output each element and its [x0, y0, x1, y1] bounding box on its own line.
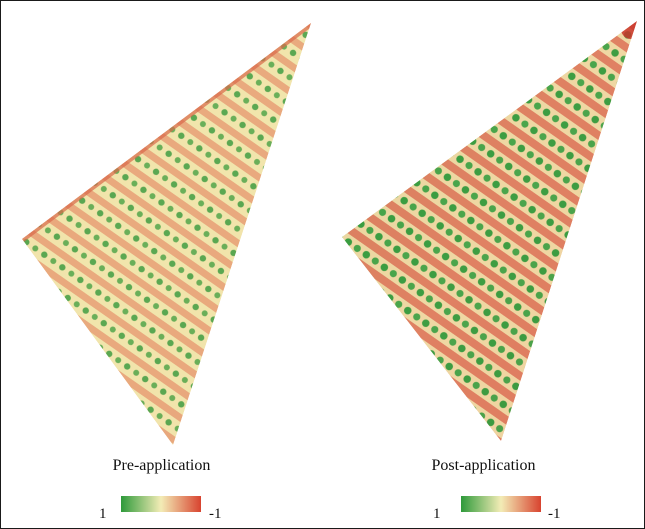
legend-color-bar — [461, 496, 541, 512]
legend-min-label: 1 — [433, 506, 441, 522]
ndvi-legend: 1 -1 — [433, 496, 573, 524]
post-application-map — [342, 21, 637, 441]
panel-title: Post-application — [431, 457, 536, 474]
pre-application-map — [22, 23, 311, 445]
legend-max-label: -1 — [209, 506, 222, 522]
panel-title: Pre-application — [112, 457, 211, 474]
legend-color-bar — [121, 496, 201, 512]
legend-min-label: 1 — [99, 506, 107, 522]
legend-max-label: -1 — [548, 506, 561, 522]
post-application-panel: Post-application 1 -1 — [323, 1, 644, 528]
ndvi-legend: 1 -1 — [99, 496, 239, 524]
pre-application-panel: Pre-application 1 -1 — [1, 1, 322, 528]
